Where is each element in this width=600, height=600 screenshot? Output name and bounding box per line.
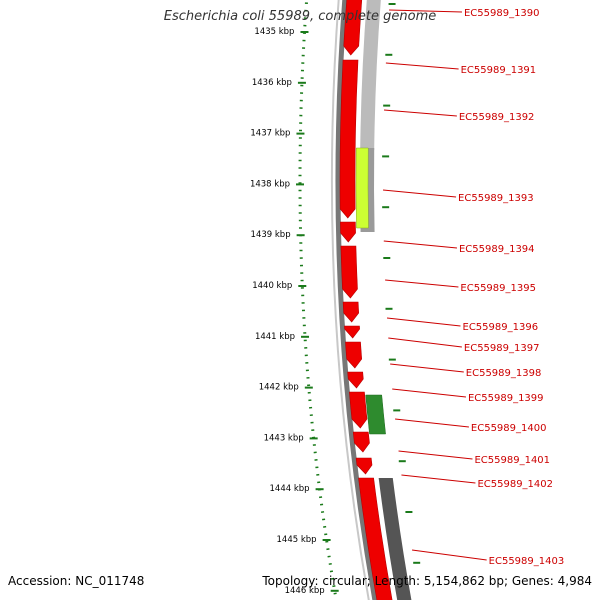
gene-leader-line	[386, 317, 461, 327]
gene-label: EC55989_1391	[461, 65, 537, 76]
topology-summary: Topology: circular; Length: 5,154,862 bp…	[262, 574, 592, 588]
tick-label: 1440 kbp	[252, 281, 292, 291]
gene-label: EC55989_1402	[477, 479, 553, 490]
gene-leader-line	[382, 189, 457, 198]
gray-feature-1	[360, 0, 381, 150]
tick-label: 1444 kbp	[270, 484, 310, 494]
tick-label: 1438 kbp	[250, 179, 290, 189]
gene-label: EC55989_1394	[459, 244, 535, 255]
gene-leader-line	[385, 279, 459, 288]
cds-arrow-12	[358, 477, 393, 600]
gene-label: EC55989_1399	[468, 393, 544, 404]
gene-leader-line	[398, 450, 473, 460]
cds-arrow-6	[344, 325, 360, 339]
gene-leader-line	[401, 474, 476, 484]
track-layer	[330, 0, 412, 600]
gene-label: EC55989_1398	[466, 368, 542, 379]
cds-arrow-11	[355, 457, 373, 475]
gene-label-layer: EC55989_1390 EC55989_1391 EC55989_1392 EC55…	[382, 8, 565, 567]
gene-leader-line	[392, 388, 467, 398]
cds-arrow-10	[352, 431, 370, 453]
gene-leader-line	[383, 240, 458, 249]
green-feature	[365, 394, 386, 435]
tick-label: 1439 kbp	[251, 230, 291, 240]
tick-label: 1445 kbp	[277, 535, 317, 545]
tick-label: 1442 kbp	[259, 383, 299, 393]
cds-arrow-5	[342, 301, 360, 323]
lime-feature	[355, 147, 369, 229]
cds-arrow-8	[347, 371, 364, 389]
cds-arrow-4	[340, 245, 358, 299]
gene-label: EC55989_1400	[471, 423, 547, 434]
accession-text: Accession: NC_011748	[8, 574, 145, 588]
cds-arrow-7	[345, 341, 363, 369]
tick-label: 1446 kbp	[285, 586, 325, 596]
tick-label: 1435 kbp	[254, 27, 294, 37]
tick-label: 1443 kbp	[264, 433, 304, 443]
tick-label: 1437 kbp	[250, 129, 290, 139]
gene-label: EC55989_1401	[474, 455, 550, 466]
backbone-highlight	[330, 0, 370, 600]
gene-leader-line	[389, 9, 462, 13]
gene-leader-line	[388, 337, 462, 348]
genome-title: Escherichia coli 55989, complete genome	[163, 9, 437, 24]
gene-label: EC55989_1395	[460, 283, 536, 294]
tick-label: 1441 kbp	[255, 332, 295, 342]
gene-label: EC55989_1393	[458, 193, 534, 204]
tick-label: 1436 kbp	[252, 78, 292, 88]
gene-label: EC55989_1390	[464, 8, 540, 19]
gene-label: EC55989_1396	[463, 322, 539, 333]
cds-arrow-9	[349, 391, 368, 429]
gene-leader-line	[390, 363, 464, 373]
cds-arrow-3	[340, 221, 356, 243]
gene-label: EC55989_1403	[489, 556, 565, 567]
gene-leader-line	[383, 109, 457, 117]
gene-label: EC55989_1397	[464, 343, 540, 354]
gene-leader-line	[395, 418, 469, 428]
gene-leader-line	[385, 62, 459, 70]
cds-arrow-2	[339, 59, 359, 219]
backbone-ring	[335, 0, 378, 600]
gene-label: EC55989_1392	[459, 112, 535, 123]
tick-layer: 1435 kbp 1436 kbp 1437 kbp 1438 kbp 1439 kbp…	[250, 0, 421, 600]
dark-gray-feature	[378, 478, 412, 600]
cds-arrow-1	[343, 0, 363, 56]
gene-leader-line	[411, 549, 487, 561]
